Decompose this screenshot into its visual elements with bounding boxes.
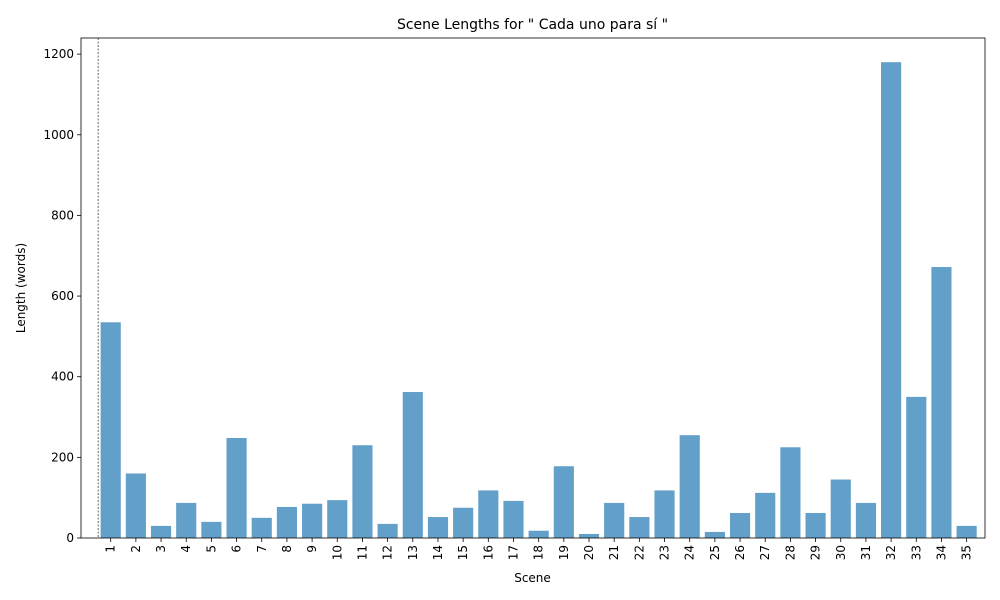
bar-scene-7 [251, 517, 272, 538]
y-tick-label: 400 [51, 370, 74, 384]
x-tick-label: 34 [934, 545, 948, 560]
bar-scene-30 [830, 479, 851, 538]
bar-scene-28 [780, 447, 801, 538]
x-tick-label: 3 [154, 545, 168, 553]
x-tick-label: 27 [758, 545, 772, 560]
bar-scene-8 [276, 506, 297, 538]
x-tick-label: 13 [406, 545, 420, 560]
x-tick-label: 1 [104, 545, 118, 553]
bar-scene-34 [931, 267, 952, 538]
x-tick-label: 9 [305, 545, 319, 553]
x-tick-label: 28 [783, 545, 797, 560]
x-tick-label: 5 [204, 545, 218, 553]
bar-scene-22 [629, 517, 650, 538]
bar-scene-25 [704, 531, 725, 538]
bar-scene-24 [679, 435, 700, 538]
y-tick-label: 0 [66, 531, 74, 545]
bar-scene-9 [302, 503, 323, 538]
bar-scene-2 [125, 473, 146, 538]
bar-scene-26 [729, 513, 751, 538]
bar-scene-1 [100, 322, 121, 538]
x-tick-label: 35 [960, 545, 974, 560]
x-tick-label: 7 [255, 545, 269, 553]
x-tick-label: 6 [230, 545, 244, 553]
x-tick-label: 17 [506, 545, 520, 560]
bar-scene-4 [176, 502, 197, 538]
x-tick-label: 24 [683, 545, 697, 560]
bar-scene-14 [427, 517, 449, 538]
bar-scene-3 [150, 525, 172, 538]
x-tick-label: 30 [834, 545, 848, 560]
bar-scene-19 [553, 466, 574, 538]
x-tick-label: 11 [355, 545, 369, 560]
y-tick-label: 1000 [43, 128, 74, 142]
bar-scene-6 [226, 438, 247, 538]
y-axis-ticks: 0 200 400 600 800 1000 1200 [43, 47, 81, 545]
x-tick-label: 21 [607, 545, 621, 560]
bar-scene-13 [402, 392, 423, 538]
bar-scene-21 [604, 502, 625, 538]
bar-scene-17 [503, 500, 524, 538]
bar-scene-20 [578, 533, 600, 538]
bar-scene-18 [528, 530, 549, 538]
x-tick-label: 22 [632, 545, 646, 560]
bar-scene-27 [755, 492, 776, 538]
y-tick-label: 800 [51, 208, 74, 222]
x-tick-label: 14 [431, 545, 445, 560]
chart-title: Scene Lengths for " Cada uno para sí " [397, 17, 668, 33]
bars-group [100, 62, 977, 538]
x-tick-label: 25 [708, 545, 722, 560]
x-tick-label: 16 [481, 545, 495, 560]
x-tick-label: 26 [733, 545, 747, 560]
x-tick-label: 19 [557, 545, 571, 560]
y-axis-label: Length (words) [14, 243, 28, 333]
y-tick-label: 600 [51, 289, 74, 303]
x-tick-label: 8 [280, 545, 294, 553]
x-tick-label: 15 [456, 545, 470, 560]
bar-scene-35 [956, 525, 977, 538]
x-tick-label: 23 [658, 545, 672, 560]
bar-scene-10 [327, 500, 348, 538]
x-tick-label: 32 [884, 545, 898, 560]
bar-scene-12 [377, 523, 398, 538]
x-axis-label: Scene [514, 571, 551, 585]
bar-scene-31 [855, 502, 876, 538]
bar-scene-29 [805, 513, 826, 538]
x-tick-label: 10 [330, 545, 344, 560]
bar-scene-11 [352, 445, 373, 538]
x-tick-label: 18 [532, 545, 546, 560]
x-tick-label: 4 [179, 545, 193, 553]
bar-scene-32 [881, 62, 902, 538]
plot-frame [80, 37, 986, 539]
bar-scene-33 [906, 396, 927, 538]
x-tick-label: 2 [129, 545, 143, 553]
bar-scene-15 [453, 507, 474, 538]
bar-scene-23 [654, 490, 675, 538]
x-tick-label: 31 [859, 545, 873, 560]
x-axis-ticks: 1 2 3 4 5 6 7 8 9 10 11 12 13 14 15 16 17 18 19 20 21 22 23 24 2… [104, 538, 974, 560]
bar-scene-16 [478, 490, 499, 538]
y-tick-label: 200 [51, 450, 74, 464]
x-tick-label: 29 [809, 545, 823, 560]
bar-scene-5 [201, 521, 222, 538]
x-tick-label: 20 [582, 545, 596, 560]
y-tick-label: 1200 [43, 47, 74, 61]
x-tick-label: 12 [381, 545, 395, 560]
x-tick-label: 33 [909, 545, 923, 560]
